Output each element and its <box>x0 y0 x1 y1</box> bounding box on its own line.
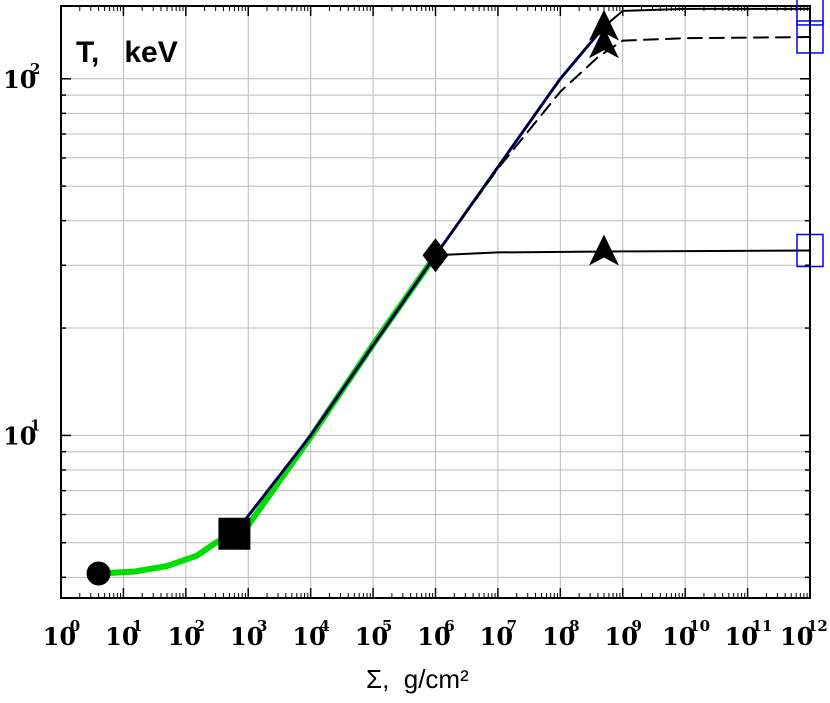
x-tick-label-base: 10 <box>662 622 695 651</box>
x-tick-label-base: 10 <box>292 622 325 651</box>
x-tick-label-exponent: 3 <box>257 617 267 635</box>
marker-triangle-5 <box>588 234 619 266</box>
x-tick-label-base: 10 <box>725 622 758 651</box>
x-tick-label-base: 10 <box>605 622 638 651</box>
x-tick-label-exponent: 11 <box>752 617 773 635</box>
x-tick-label-base: 10 <box>417 622 450 651</box>
y-tick-label-exponent: 2 <box>30 60 40 78</box>
marker-triangle-3 <box>588 9 619 41</box>
x-tick-label-exponent: 6 <box>444 617 454 635</box>
x-tick-label-exponent: 4 <box>319 617 329 635</box>
x-tick-label-exponent: 7 <box>507 617 517 635</box>
x-tick-label-base: 10 <box>780 622 813 651</box>
y-tick-label-base: 10 <box>3 421 36 450</box>
marker-layer <box>86 0 824 586</box>
series-line-4 <box>434 249 811 257</box>
x-tick-label-base: 10 <box>105 622 138 651</box>
x-tick-label-exponent: 2 <box>195 617 205 635</box>
gridlines <box>61 6 810 598</box>
x-tick-label-exponent: 12 <box>807 617 828 635</box>
x-tick-label-exponent: 8 <box>569 617 579 635</box>
plot-frame <box>60 5 811 599</box>
x-tick-label-exponent: 0 <box>70 617 80 635</box>
series-line-3 <box>434 36 811 257</box>
x-tick-label-base: 10 <box>168 622 201 651</box>
y-tick-label-exponent: 1 <box>30 416 40 434</box>
marker-circle-0 <box>86 561 111 586</box>
marker-diamond-2 <box>422 238 449 273</box>
y-axis-label: T, keV <box>76 36 178 69</box>
x-tick-label-exponent: 1 <box>132 617 142 635</box>
x-tick-label-exponent: 9 <box>632 617 642 635</box>
x-tick-label-base: 10 <box>355 622 388 651</box>
x-axis-label: Σ, g/cm² <box>366 664 469 694</box>
marker-triangle-4 <box>588 27 619 59</box>
x-tick-label-base: 10 <box>230 622 263 651</box>
x-tick-label-exponent: 5 <box>382 617 392 635</box>
x-tick-label-base: 10 <box>480 622 513 651</box>
x-tick-label-base: 10 <box>542 622 575 651</box>
marker-square-1 <box>218 517 251 550</box>
series-line-2 <box>233 7 811 535</box>
y-tick-label-base: 10 <box>3 65 36 94</box>
x-tick-label-exponent: 10 <box>689 617 710 635</box>
x-tick-label-base: 10 <box>43 622 76 651</box>
